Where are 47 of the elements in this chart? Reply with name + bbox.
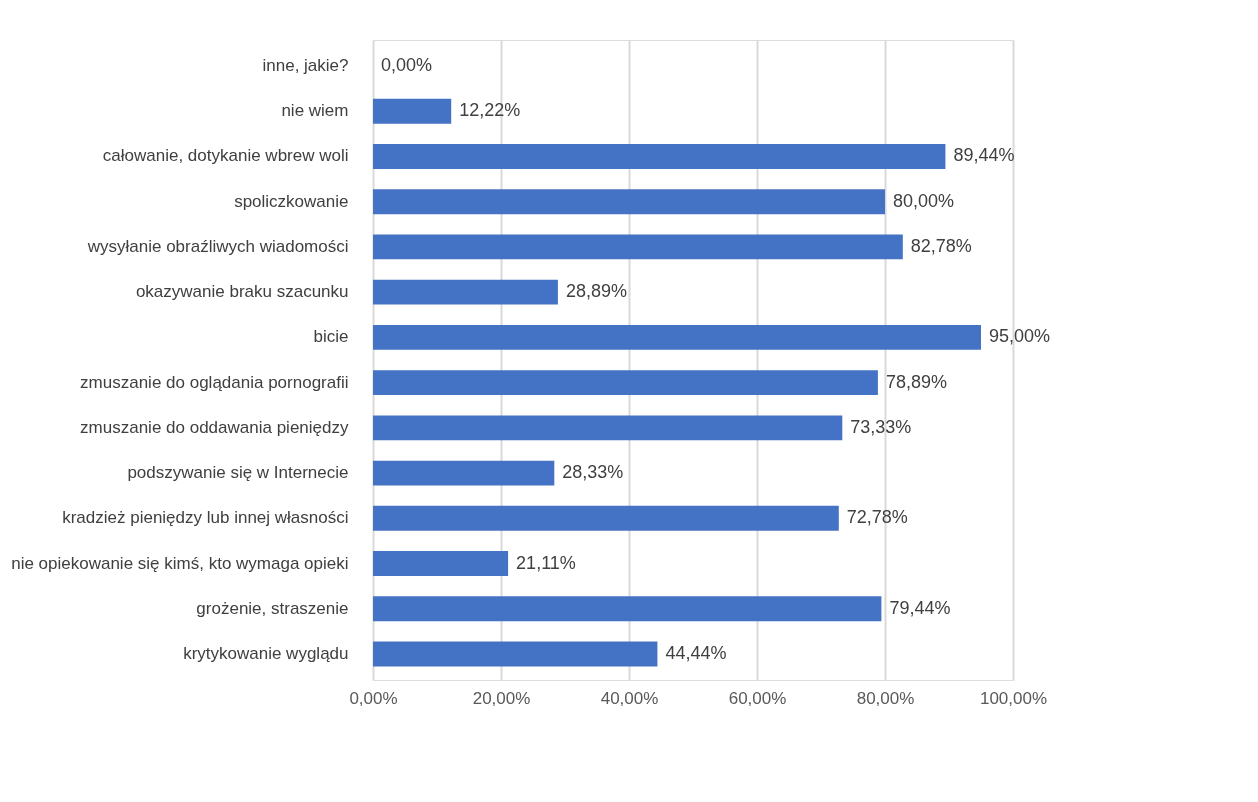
data-label: 72,78%: [846, 507, 908, 528]
data-label: 95,00%: [989, 326, 1051, 347]
y-tick-label: inne, jakie?: [262, 56, 349, 76]
data-label: 82,78%: [910, 235, 972, 256]
y-tick-label: bicie: [313, 327, 349, 347]
y-tick-label: kradzież pieniędzy lub innej własności: [62, 508, 349, 528]
bar: [373, 415, 843, 441]
y-tick-label: krytykowanie wyglądu: [183, 643, 349, 663]
y-tick-label: nie wiem: [281, 101, 349, 121]
x-tick-label: 40,00%: [600, 688, 659, 708]
x-tick-label: 0,00%: [349, 688, 398, 708]
bar: [373, 505, 839, 531]
x-tick-label: 80,00%: [856, 688, 915, 708]
data-label: 12,22%: [459, 100, 521, 121]
bar: [373, 234, 903, 260]
bar: [373, 144, 946, 169]
data-label: 79,44%: [889, 597, 951, 618]
y-tick-label: zmuszanie do oglądania pornografii: [80, 372, 349, 392]
x-tick-label: 100,00%: [979, 688, 1048, 708]
y-tick-label: okazywanie braku szacunku: [135, 282, 349, 302]
data-label: 89,44%: [953, 145, 1015, 166]
bar: [373, 279, 558, 305]
x-tick-label: 60,00%: [728, 688, 787, 708]
data-label: 0,00%: [381, 55, 433, 76]
data-label: 44,44%: [665, 642, 727, 663]
y-tick-label: całowanie, dotykanie wbrew woli: [102, 146, 349, 166]
bar: [373, 460, 555, 486]
data-label: 73,33%: [850, 416, 912, 437]
bar: [373, 596, 882, 622]
y-tick-label: grożenie, straszenie: [196, 598, 349, 618]
bar: [373, 98, 452, 124]
y-tick-label: wysyłanie obraźliwych wiadomości: [86, 236, 349, 256]
x-tick-label: 20,00%: [472, 688, 531, 708]
bar: [373, 641, 658, 667]
y-tick-label: nie opiekowanie się kimś, kto wymaga opieki: [11, 553, 349, 573]
y-tick-label: podszywanie się w Internecie: [127, 463, 349, 483]
data-label: 78,89%: [885, 371, 947, 392]
y-tick-label: spoliczkowanie: [234, 191, 349, 211]
data-label: 80,00%: [893, 190, 955, 211]
data-label: 28,33%: [562, 462, 624, 483]
bar: [373, 324, 981, 350]
bar: [373, 551, 509, 576]
bar: [373, 370, 878, 396]
bar: [373, 189, 885, 215]
data-label: 28,89%: [565, 281, 627, 302]
data-label: 21,11%: [516, 552, 576, 573]
y-tick-label: zmuszanie do oddawania pieniędzy: [80, 417, 349, 437]
